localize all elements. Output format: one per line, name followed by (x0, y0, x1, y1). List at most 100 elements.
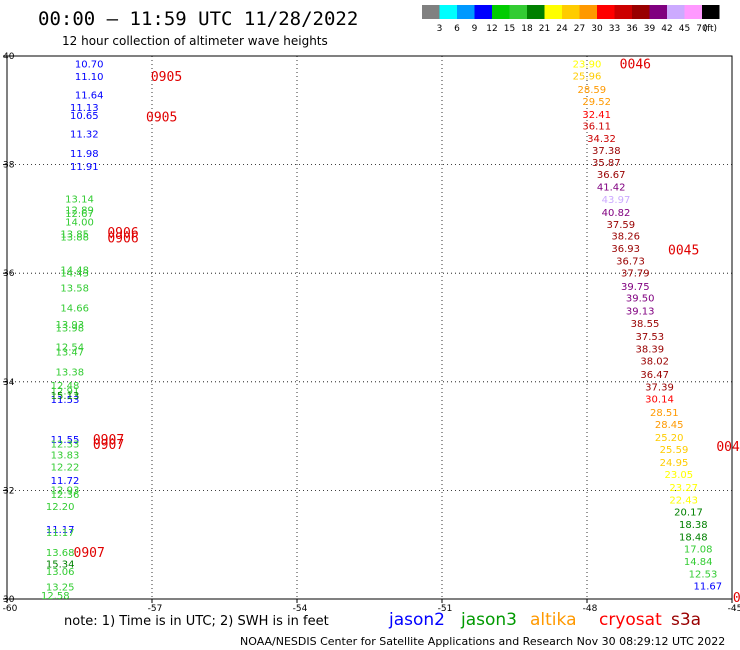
swh-value-label: 18.38 (679, 520, 708, 531)
swh-value-label: 12.53 (689, 569, 718, 580)
colorbar-swatch (632, 5, 650, 19)
swh-value-label: 13.83 (51, 451, 80, 462)
swh-value-label: 37.38 (592, 146, 621, 157)
swh-value-label: 28.59 (578, 85, 607, 96)
swh-value-label: 12.89 (65, 206, 94, 217)
swh-value-label: 14.43 (60, 269, 89, 280)
colorbar-swatch (422, 5, 440, 19)
swh-value-label: 12.20 (46, 502, 75, 513)
colorbar-swatch (667, 5, 685, 19)
swh-value-label: 41.42 (597, 182, 626, 193)
colorbar-label: 6 (454, 24, 460, 34)
page-title: 00:00 – 11:59 UTC 11/28/2022 (38, 8, 358, 30)
swh-value-label: 14.66 (60, 303, 89, 314)
time-label: 0 (733, 591, 740, 606)
swh-value-label: 25.20 (655, 433, 684, 444)
colorbar-swatch (684, 5, 702, 19)
swh-value-label: 25.59 (660, 445, 689, 456)
colorbar-label: 27 (574, 24, 585, 34)
swh-value-label: 15.13 (51, 391, 80, 402)
swh-value-label: 11.32 (70, 130, 99, 141)
swh-value-label: 36.11 (582, 122, 611, 133)
swh-value-label: 14.48 (60, 265, 89, 276)
y-tick-label: 32 (3, 486, 14, 496)
swh-value-label: 38.02 (640, 357, 669, 368)
x-tick-label: -51 (438, 604, 453, 614)
swh-value-label: 12.48 (51, 381, 80, 392)
colorbar-label: 30 (591, 24, 603, 34)
swh-value-label: 13.98 (56, 324, 85, 335)
swh-value-label: 13.25 (46, 583, 75, 594)
x-tick-label: -57 (148, 604, 163, 614)
swh-value-label: 12.33 (51, 440, 80, 451)
y-tick-label: 34 (3, 378, 15, 388)
swh-value-label: 22.43 (669, 496, 698, 507)
time-label: 0044 (716, 440, 740, 455)
swh-value-label: 35.87 (592, 158, 621, 169)
swh-value-label: 13.93 (56, 320, 85, 331)
colorbar-label: 18 (521, 24, 533, 34)
swh-value-label: 12.58 (41, 591, 70, 602)
colorbar-label: 9 (472, 24, 478, 34)
colorbar-swatch (649, 5, 667, 19)
swh-value-label: 39.75 (621, 282, 650, 293)
satellite-legend: jason2 jason3 altika cryosat s3a (388, 610, 701, 630)
x-tick-label: -48 (583, 604, 598, 614)
time-label: 0906 (107, 231, 138, 246)
swh-value-label: 11.91 (70, 162, 99, 173)
swh-value-label: 43.97 (602, 195, 631, 206)
colorbar-unit: (ft) (704, 24, 718, 34)
footer-note: note: 1) Time is in UTC; 2) SWH is in fe… (64, 614, 329, 629)
colorbar-label: 33 (609, 24, 620, 34)
swh-value-label: 18.48 (679, 533, 708, 544)
plot-frame (6, 55, 733, 600)
swh-value-label: 38.26 (611, 232, 640, 243)
axis-ticks: -60 -57 -54 -51 -48 -45 30 32 34 36 38 40 (3, 52, 740, 614)
colorbar: 3 6 9 12 15 18 21 24 27 30 33 36 39 42 45 70(ft) (422, 5, 720, 34)
colorbar-label: 42 (661, 24, 672, 34)
colorbar-swatch (527, 5, 545, 19)
swh-value-label: 10.65 (70, 111, 99, 122)
colorbar-swatch (544, 5, 562, 19)
time-label: 0905 (151, 70, 182, 85)
swh-value-label: 23.90 (573, 60, 602, 71)
colorbar-label: 39 (644, 24, 656, 34)
swh-value-label: 11.13 (70, 103, 99, 114)
swh-value-label: 12.91 (51, 386, 80, 397)
swh-value-label: 17.08 (684, 545, 713, 556)
colorbar-swatch (702, 5, 720, 19)
legend-cryosat: cryosat (599, 610, 662, 630)
swh-value-label: 30.14 (645, 395, 674, 406)
swh-value-label: 25.96 (573, 72, 602, 83)
swh-value-label: 12.67 (65, 209, 94, 220)
swh-value-label: 13.14 (65, 194, 94, 205)
swh-value-label: 23.27 (669, 483, 698, 494)
swh-value-label: 40.82 (602, 208, 631, 219)
colorbar-swatch (614, 5, 632, 19)
legend-jason3: jason3 (460, 610, 517, 630)
y-tick-label: 30 (3, 595, 15, 605)
colorbar-swatch (439, 5, 457, 19)
swh-value-label: 13.85 (60, 230, 89, 241)
time-labels: 0905090509060906090709070907004600450044… (74, 58, 740, 606)
time-label: 0045 (668, 243, 699, 258)
swh-value-label: 15.34 (46, 560, 75, 571)
swh-value-label: 39.13 (626, 307, 655, 318)
x-tick-label: -60 (3, 604, 18, 614)
swh-value-label: 36.47 (640, 370, 669, 381)
swh-value-label: 38.39 (636, 345, 665, 356)
legend-s3a: s3a (671, 610, 701, 630)
swh-value-label: 34.32 (587, 134, 616, 145)
swh-value-label: 20.17 (674, 508, 703, 519)
time-label: 0907 (93, 438, 124, 453)
x-tick-label: -45 (728, 604, 740, 614)
swh-value-label: 12.22 (51, 463, 80, 474)
footer-credit: NOAA/NESDIS Center for Satellite Applica… (240, 635, 725, 648)
swh-value-label: 11.67 (694, 581, 723, 592)
colorbar-label: 12 (486, 24, 497, 34)
y-tick-label: 36 (3, 269, 15, 279)
colorbar-label: 15 (504, 24, 515, 34)
colorbar-label: 3 (437, 24, 443, 34)
